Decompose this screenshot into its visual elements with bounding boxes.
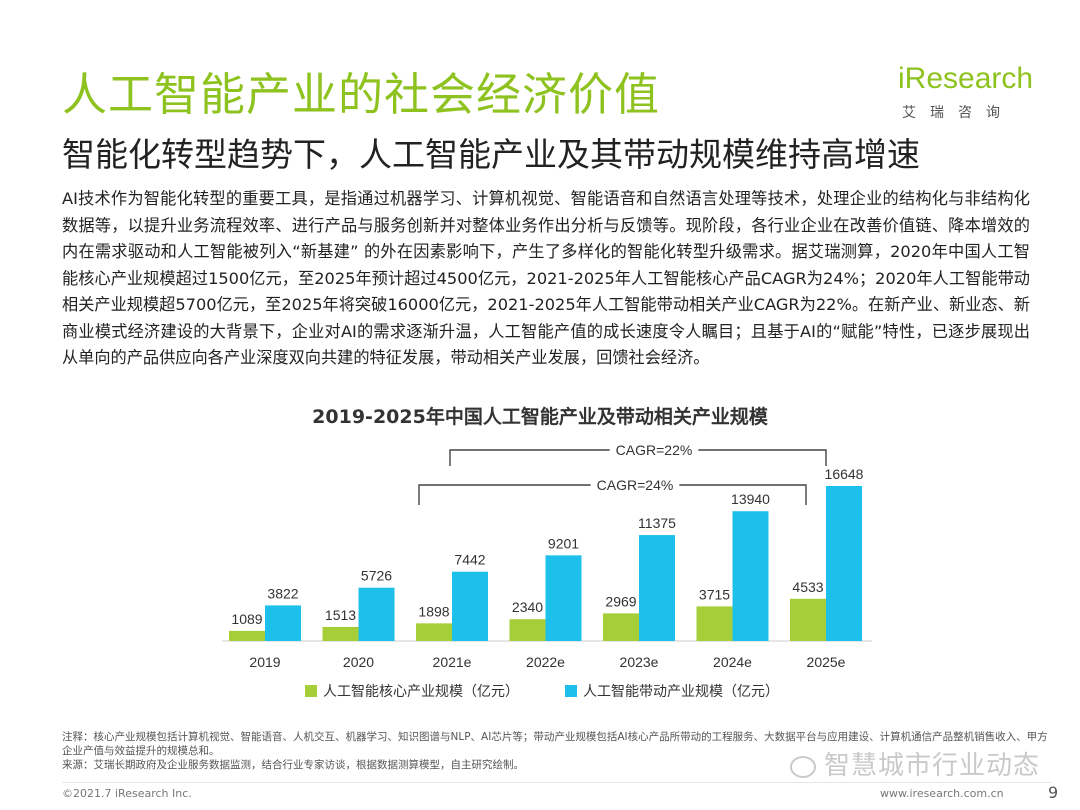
data-label-related-2019: 3822: [267, 585, 298, 601]
data-label-core-2020: 1513: [325, 607, 356, 623]
cagr-label-bg: [590, 476, 680, 494]
data-label-related-2023e: 11375: [638, 515, 676, 531]
bar-core-2025e: [790, 598, 826, 641]
bar-related-2025e: [826, 486, 862, 641]
data-label-core-2019: 1089: [231, 611, 262, 627]
bar-related-2021e: [452, 571, 488, 641]
bar-related-2019: [265, 605, 301, 641]
watermark: 智慧城市行业动态: [790, 745, 1040, 782]
bar-core-2020: [322, 626, 359, 641]
body-paragraph: AI技术作为智能化转型的重要工具，是指通过机器学习、计算机视觉、智能语音和自然语…: [62, 189, 1030, 367]
legend-swatch-core: [305, 685, 317, 697]
logo-cn: 艾瑞咨询: [902, 105, 1014, 121]
x-tick-label-2022e: 2022e: [526, 654, 565, 670]
data-label-related-2025e: 16648: [825, 466, 864, 482]
page-subtitle: 智能化转型趋势下，人工智能产业及其带动规模维持高增速: [62, 135, 920, 174]
data-label-core-2025e: 4533: [792, 579, 823, 595]
bar-core-2022e: [509, 619, 546, 641]
legend-swatch-related: [565, 685, 577, 697]
data-label-related-2020: 5726: [361, 568, 392, 584]
x-tick-label-2021e: 2021e: [433, 654, 472, 670]
x-tick-label-2023e: 2023e: [620, 654, 659, 670]
legend-label-core: 人工智能核心产业规模（亿元）: [323, 684, 519, 700]
bar-core-2021e: [416, 623, 452, 641]
bar-related-2022e: [545, 555, 582, 641]
bar-core-2023e: [603, 613, 639, 641]
chart-title: 2019-2025年中国人工智能产业及带动相关产业规模: [312, 406, 768, 428]
logo-word: iResearch: [898, 62, 1034, 95]
footer-copyright: ©2021.7 iResearch Inc.: [62, 787, 192, 800]
page-title: 人工智能产业的社会经济价值: [62, 68, 661, 121]
footer-divider: [62, 782, 1052, 783]
bar-related-2023e: [639, 535, 675, 641]
cagr-label-22: CAGR=22%: [616, 442, 693, 458]
data-label-related-2024e: 13940: [731, 491, 770, 507]
data-label-core-2023e: 2969: [605, 593, 636, 609]
data-label-core-2022e: 2340: [512, 599, 543, 615]
source-text: 来源：艾瑞长期政府及企业服务数据监测，结合行业专家访谈，根据数据测算模型，自主研…: [62, 759, 524, 771]
wechat-icon: [790, 755, 816, 778]
data-label-core-2021e: 1898: [418, 603, 449, 619]
bar-chart: 1089 3822 2019 1513 5726 2020 1898 7442 2021e 234…: [222, 441, 872, 700]
watermark-text: 智慧城市行业动态: [824, 751, 1041, 781]
data-label-related-2022e: 9201: [548, 535, 579, 551]
cagr-label-bg: [609, 441, 699, 459]
note-text: 注释：核心产业规模包括计算机视觉、智能语音、人机交互、机器学习、知识图谱与NLP…: [62, 731, 1048, 757]
notes-block: 注释：核心产业规模包括计算机视觉、智能语音、人机交互、机器学习、知识图谱与NLP…: [62, 730, 1052, 772]
x-tick-label-2020: 2020: [343, 654, 374, 670]
data-label-related-2021e: 7442: [454, 552, 485, 568]
bar-related-2020: [358, 587, 395, 641]
iresearch-logo: iResearch 艾瑞咨询: [890, 58, 1040, 128]
x-tick-label-2024e: 2024e: [713, 654, 752, 670]
bar-related-2024e: [732, 511, 769, 641]
legend-label-related: 人工智能带动产业规模（亿元）: [583, 684, 779, 700]
bar-core-2024e: [696, 606, 733, 641]
data-label-core-2024e: 3715: [699, 586, 730, 602]
bar-core-2019: [229, 630, 265, 641]
page-number: 9: [1048, 783, 1059, 802]
x-tick-label-2025e: 2025e: [807, 654, 846, 670]
cagr-label-24: CAGR=24%: [597, 477, 674, 493]
footer-website[interactable]: www.iresearch.com.cn: [880, 787, 1004, 800]
x-tick-label-2019: 2019: [249, 654, 280, 670]
